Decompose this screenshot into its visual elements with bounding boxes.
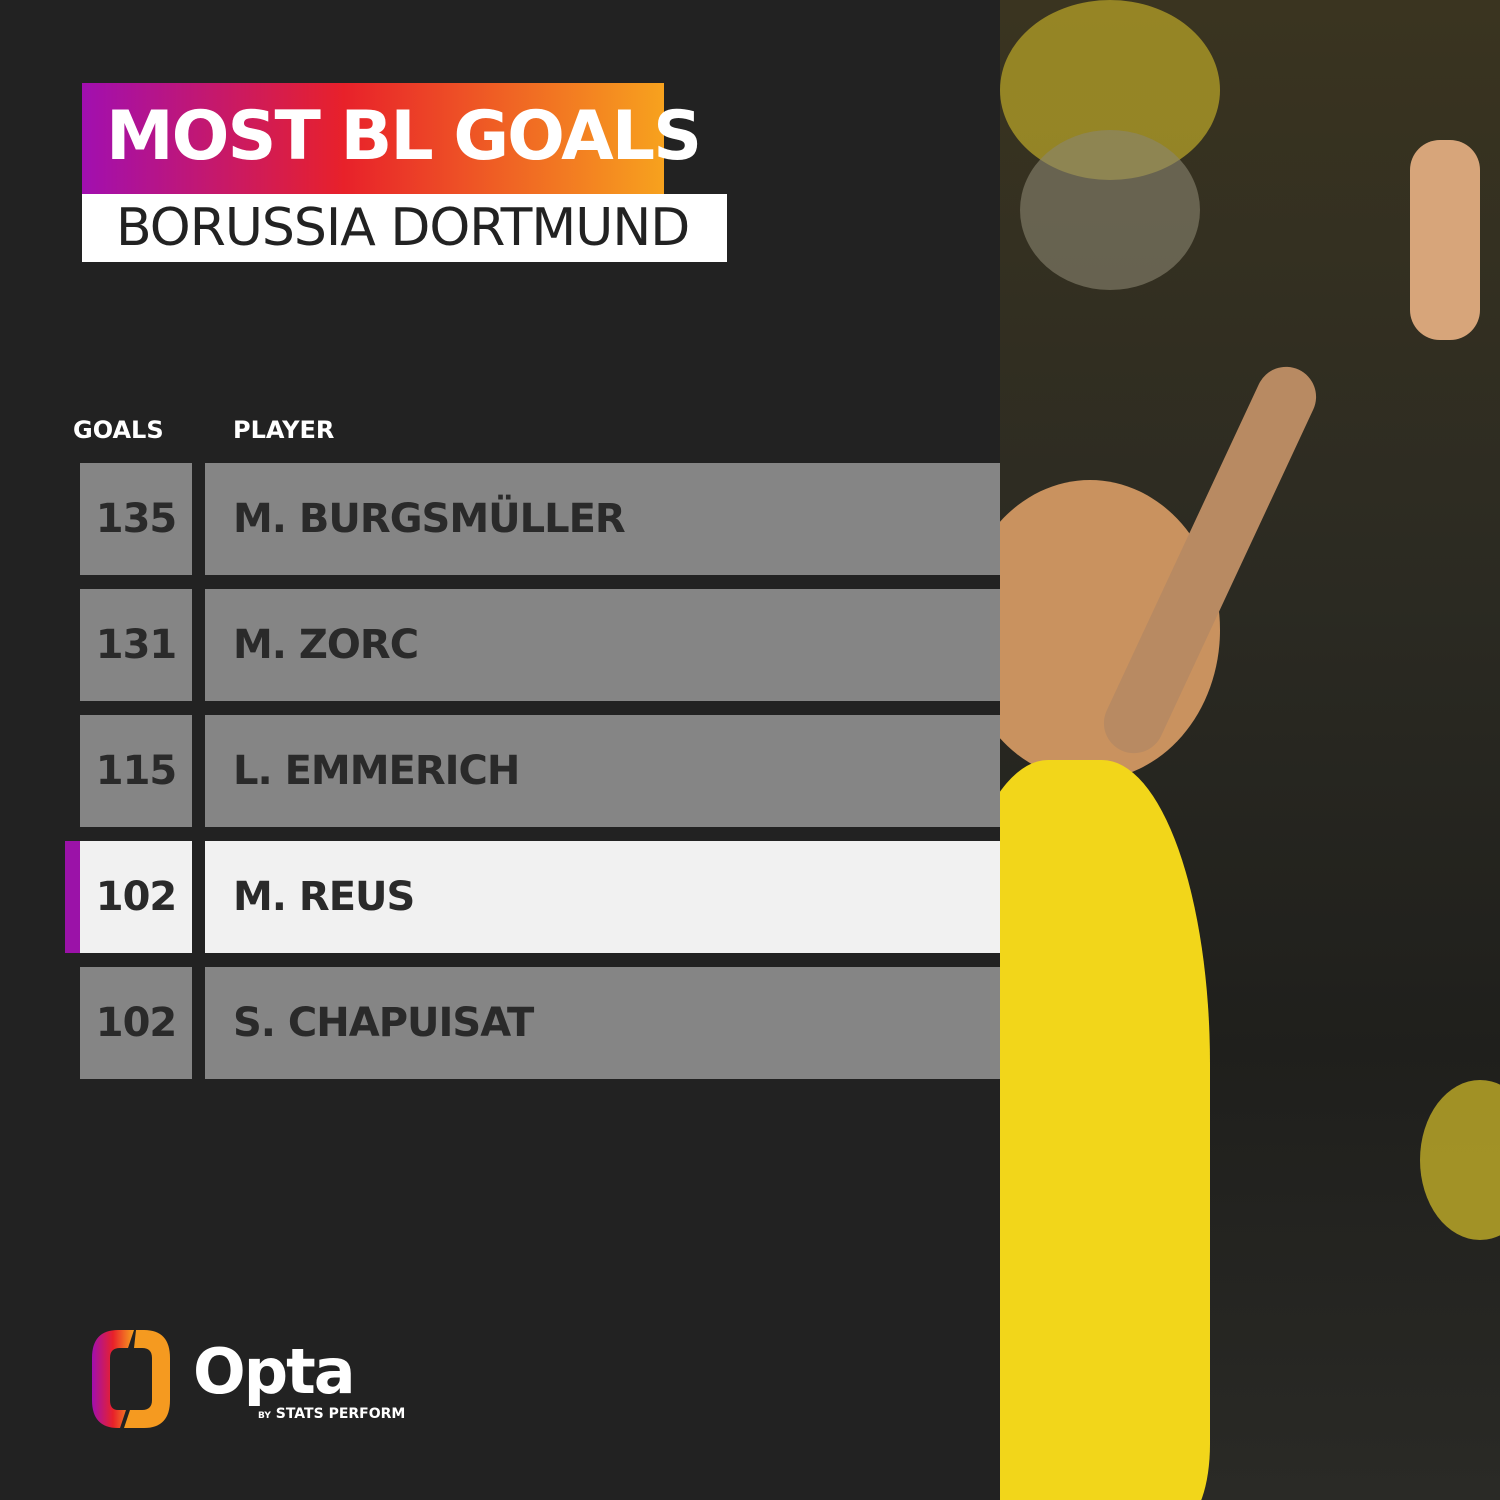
table-row: 135 M. BURGSMÜLLER <box>80 463 1000 575</box>
player-cell: M. ZORC <box>205 589 1000 701</box>
brand-tagline: BY STATS PERFORM <box>258 1406 405 1422</box>
tagline-by: BY <box>258 1411 271 1421</box>
goals-cell: 131 <box>80 589 192 701</box>
goals-column-header: GOALS <box>73 416 164 444</box>
player-cell: M. BURGSMÜLLER <box>205 463 1000 575</box>
title-banner: MOST BL GOALS <box>82 83 702 194</box>
table-row-highlighted: 102 M. REUS <box>65 841 1000 953</box>
opta-brand: Opta <box>193 1335 356 1408</box>
table-row: 131 M. ZORC <box>80 589 1000 701</box>
player-cell: M. REUS <box>205 841 1000 953</box>
tagline-text: STATS PERFORM <box>275 1406 406 1422</box>
highlight-bar <box>65 841 80 953</box>
opta-logo-icon <box>92 1330 170 1428</box>
team-name: BORUSSIA DORTMUND <box>116 198 690 258</box>
subtitle-banner: BORUSSIA DORTMUND <box>82 194 727 262</box>
player-cell: S. CHAPUISAT <box>205 967 1000 1079</box>
player-photo <box>1000 0 1500 1500</box>
player-column-header: PLAYER <box>233 416 335 444</box>
page-title: MOST BL GOALS <box>106 97 702 176</box>
goals-cell: 102 <box>80 841 192 953</box>
goals-cell: 135 <box>80 463 192 575</box>
goals-cell: 115 <box>80 715 192 827</box>
table-row: 115 L. EMMERICH <box>80 715 1000 827</box>
table-row: 102 S. CHAPUISAT <box>80 967 1000 1079</box>
player-cell: L. EMMERICH <box>205 715 1000 827</box>
goals-cell: 102 <box>80 967 192 1079</box>
